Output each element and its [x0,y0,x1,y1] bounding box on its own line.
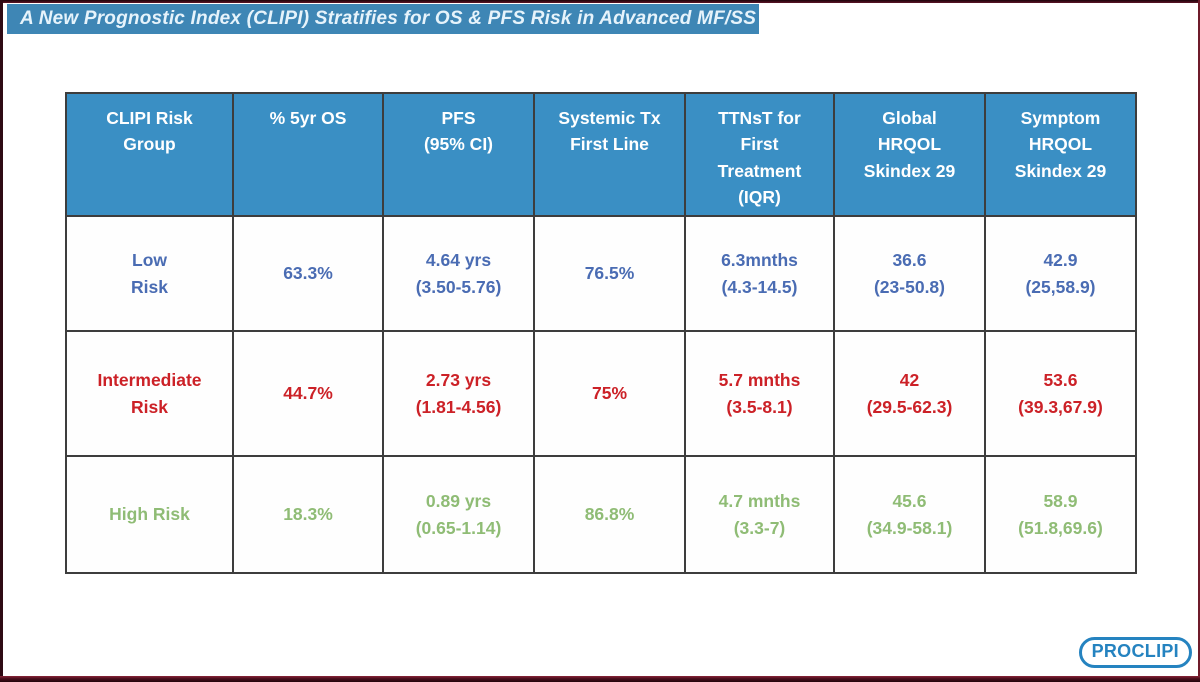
column-header-5yr-os: % 5yr OS [234,94,384,217]
high-risk-symptom-hrqol: 58.9 (51.8,69.6) [986,457,1137,574]
slide-title-bar: A New Prognostic Index (CLIPI) Stratifie… [7,4,759,34]
low-risk-pfs: 4.64 yrs (3.50-5.76) [384,217,535,332]
low-risk-label: Low Risk [67,217,234,332]
column-header-ttnst: TTNsT for First Treatment (IQR) [686,94,835,217]
intermediate-risk-global-hrqol: 42 (29.5-62.3) [835,332,986,457]
top-frame-line [0,0,1200,3]
high-risk-label: High Risk [67,457,234,574]
high-risk-ttnst: 4.7 mnths (3.3-7) [686,457,835,574]
intermediate-risk-systemic-tx: 75% [535,332,686,457]
intermediate-risk-pfs: 2.73 yrs (1.81-4.56) [384,332,535,457]
column-header-pfs: PFS (95% CI) [384,94,535,217]
low-risk-systemic-tx: 76.5% [535,217,686,332]
bottom-frame-line [0,676,1200,682]
column-header-symptom-hrqol: Symptom HRQOL Skindex 29 [986,94,1137,217]
low-risk-global-hrqol: 36.6 (23-50.8) [835,217,986,332]
low-risk-5yr-os: 63.3% [234,217,384,332]
clipi-risk-table: CLIPI Risk Group % 5yr OS PFS (95% CI) S… [65,92,1137,574]
left-frame-edge [0,0,3,682]
slide-title: A New Prognostic Index (CLIPI) Stratifie… [20,8,757,29]
high-risk-5yr-os: 18.3% [234,457,384,574]
intermediate-risk-5yr-os: 44.7% [234,332,384,457]
intermediate-risk-ttnst: 5.7 mnths (3.5-8.1) [686,332,835,457]
intermediate-risk-label: Intermediate Risk [67,332,234,457]
low-risk-ttnst: 6.3mnths (4.3-14.5) [686,217,835,332]
low-risk-symptom-hrqol: 42.9 (25,58.9) [986,217,1137,332]
proclipi-logo: PROCLIPI [1078,637,1192,668]
high-risk-systemic-tx: 86.8% [535,457,686,574]
column-header-clipi-risk-group: CLIPI Risk Group [67,94,234,217]
intermediate-risk-symptom-hrqol: 53.6 (39.3,67.9) [986,332,1137,457]
column-header-global-hrqol: Global HRQOL Skindex 29 [835,94,986,217]
high-risk-pfs: 0.89 yrs (0.65-1.14) [384,457,535,574]
column-header-systemic-tx: Systemic Tx First Line [535,94,686,217]
right-frame-edge [1198,0,1200,682]
proclipi-logo-text: PROCLIPI [1091,641,1179,661]
high-risk-global-hrqol: 45.6 (34.9-58.1) [835,457,986,574]
